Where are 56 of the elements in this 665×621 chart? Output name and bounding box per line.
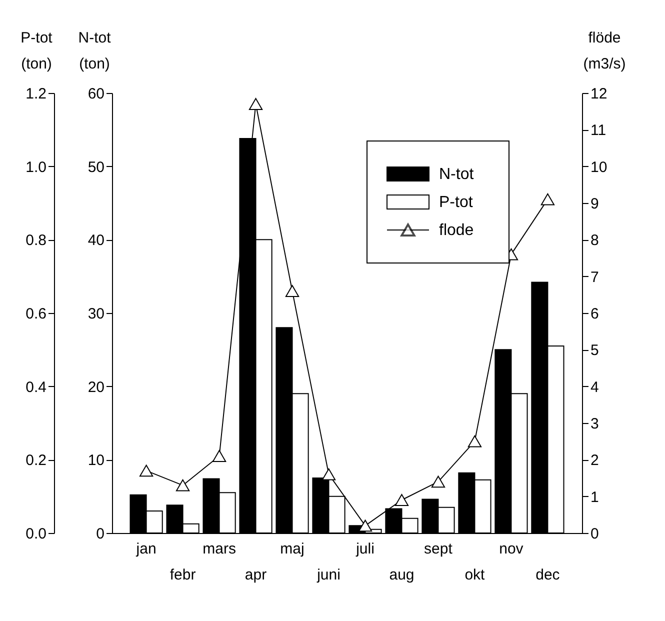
point	[468, 435, 482, 448]
y2-tick-label: 10	[590, 158, 608, 176]
x-tick-label: maj	[280, 540, 304, 558]
y-tick-label: 30	[88, 306, 104, 322]
y2-tick-label: 4	[590, 378, 599, 396]
y3-tick-label: 0.6	[26, 306, 46, 322]
y2-tick-label: 8	[590, 232, 599, 250]
y3-tick-label: 1.2	[26, 86, 46, 102]
legend-label: N-tot	[439, 166, 474, 183]
x-tick-label: juli	[355, 540, 374, 558]
x-tick-label: nov	[499, 540, 524, 558]
y-tick-label: 40	[88, 232, 104, 250]
point	[176, 479, 190, 492]
x-tick-label: apr	[244, 566, 267, 584]
y3-tick-label: 0.4	[26, 378, 46, 396]
y-tick-label: 0	[96, 526, 104, 542]
y2-tick-label: 9	[590, 196, 599, 212]
y2-tick-label: 6	[590, 306, 599, 322]
point	[212, 450, 226, 462]
y2-tick-label: 2	[590, 452, 599, 470]
y2-axis-title: flöde (m3/s)	[583, 30, 626, 72]
y-tick-label: 20	[88, 378, 104, 396]
x-tick-label: aug	[389, 566, 414, 584]
y2-tick-label: 11	[590, 122, 606, 140]
x-tick-label: juni	[316, 566, 340, 584]
point	[248, 98, 263, 110]
legend-label: flode	[439, 222, 474, 239]
y3-tick-label: 0.8	[26, 232, 46, 250]
x-tick-label: dec	[536, 566, 560, 584]
y2-tick-label: 7	[590, 268, 599, 286]
point	[322, 468, 336, 480]
y-tick-label: 60	[88, 86, 104, 102]
y2-tick-label: 0	[590, 526, 599, 542]
legend-label: P-tot	[439, 194, 474, 211]
y3-tick-label: 1.0	[26, 158, 46, 176]
y-axis-title: N-tot (ton)	[78, 30, 112, 72]
x-tick-label: jan	[135, 540, 156, 558]
x-tick-label: okt	[464, 566, 486, 584]
point	[540, 193, 555, 206]
y2-tick-label: 5	[590, 342, 599, 360]
x-tick-label: mars	[202, 540, 236, 558]
point	[139, 464, 154, 477]
y2-tick-label: 12	[590, 86, 608, 102]
point	[431, 476, 446, 488]
y2-tick-label: 1	[590, 488, 599, 506]
y-tick-label: 10	[88, 452, 104, 470]
x-tick-label: sept	[424, 540, 454, 558]
x-tick-label: febr	[170, 566, 196, 584]
point	[394, 494, 409, 506]
y3-tick-label: 0.0	[26, 526, 46, 542]
y3-axis-title: P-tot (ton)	[20, 30, 54, 72]
point	[285, 285, 300, 297]
y3-tick-label: 0.2	[26, 452, 46, 470]
y-tick-label: 50	[88, 158, 104, 176]
point	[358, 520, 372, 532]
y2-tick-label: 3	[590, 416, 599, 432]
